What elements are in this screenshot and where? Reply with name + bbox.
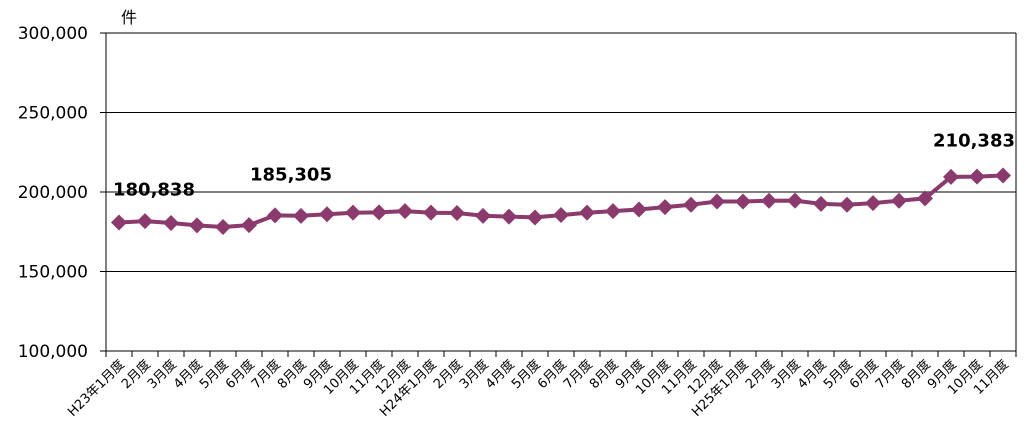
data-point [423,204,439,221]
data-point [215,218,231,235]
data-point [787,192,803,209]
data-labels: 180,838 185,305 210,383 [113,130,1015,200]
data-point [605,203,621,220]
data-point [683,196,699,213]
x-tick-label: 4月度 [170,357,206,393]
data-label: 185,305 [250,164,332,185]
x-tick-label: 7月度 [872,357,908,393]
y-tick-label: 200,000 [18,183,88,203]
x-tick-label: 2月度 [118,357,154,393]
x-tick-label: H23年1月度 [64,357,127,420]
data-point [163,215,179,232]
data-point [111,214,127,231]
data-point [397,203,413,220]
data-point [241,217,257,234]
gridlines [106,32,1016,272]
y-tick-label: 250,000 [18,104,88,124]
x-tick-label: 6月度 [222,357,258,393]
x-tick-label: 7月度 [248,357,284,393]
data-point [267,207,283,224]
x-tick-label: 2月度 [430,357,466,393]
data-point [527,209,543,226]
data-point [813,195,829,212]
x-tick-label: 7月度 [560,357,596,393]
data-point [371,204,387,221]
data-point [709,193,725,210]
data-point [189,217,205,234]
data-point [917,190,933,207]
data-point [943,168,959,185]
y-axis-ticks: 100,000 150,000 200,000 250,000 300,000 [18,24,106,362]
data-point [995,167,1011,184]
data-point [865,195,881,212]
x-tick-label: 5月度 [196,357,232,393]
data-point [839,196,855,213]
data-point [449,204,465,221]
x-tick-label: 6月度 [846,357,882,393]
data-point [969,168,985,185]
data-point [735,193,751,210]
x-tick-label: 5月度 [820,357,856,393]
x-tick-label: 4月度 [794,357,830,393]
data-label: 180,838 [113,179,195,200]
y-tick-label: 300,000 [18,24,88,44]
data-point [137,213,153,230]
x-tick-label: 2月度 [742,357,778,393]
data-point [475,207,491,224]
x-tick-label: 6月度 [534,357,570,393]
x-tick-label: 4月度 [482,357,518,393]
data-label: 210,383 [933,130,1015,151]
x-tick-label: 3月度 [768,357,804,393]
x-axis-ticks: H23年1月度2月度3月度4月度5月度6月度7月度8月度9月度10月度11月度1… [64,351,1017,420]
data-point [657,199,673,216]
data-point [579,204,595,221]
x-tick-label: 3月度 [144,357,180,393]
data-point [891,192,907,209]
y-tick-label: 100,000 [18,342,88,362]
data-point [631,201,647,218]
data-point [319,206,335,223]
x-tick-label: 3月度 [456,357,492,393]
x-tick-label: 8月度 [898,357,934,393]
data-point [761,192,777,209]
y-tick-label: 150,000 [18,263,88,283]
data-point [345,204,361,221]
data-point [293,207,309,224]
x-tick-label: 8月度 [586,357,622,393]
series-line [111,167,1011,235]
data-point [553,207,569,224]
unit-label: 件 [121,8,137,27]
x-tick-label: 8月度 [274,357,310,393]
x-tick-label: 5月度 [508,357,544,393]
data-point [501,208,517,225]
